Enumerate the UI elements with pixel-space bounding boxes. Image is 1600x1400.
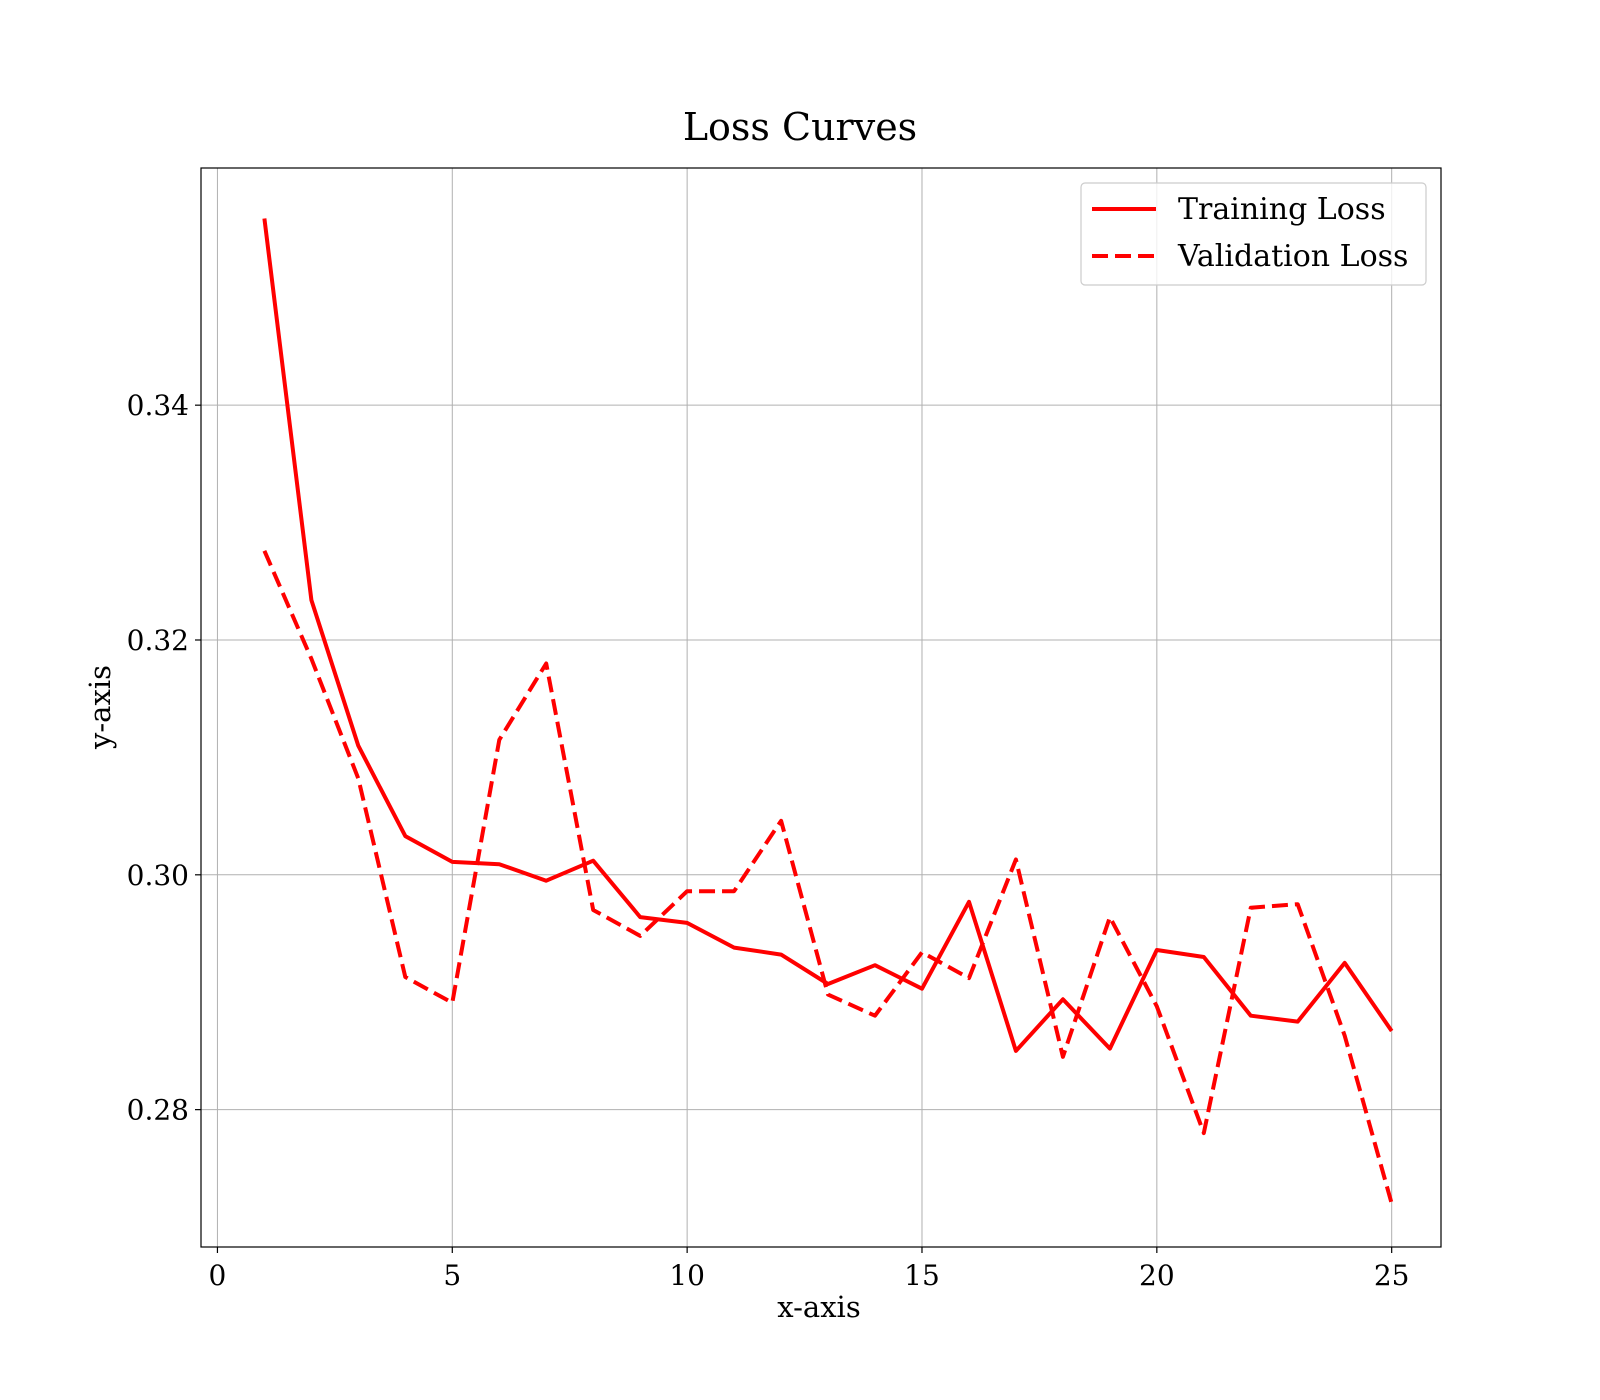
grid-layer <box>201 168 1441 1247</box>
series-line-training-loss <box>262 218 1394 1053</box>
x-tick-label: 25 <box>1374 1259 1410 1292</box>
legend-label-training-loss: Training Loss <box>1178 192 1386 227</box>
x-tick-label: 15 <box>904 1259 940 1292</box>
x-tick-label: 5 <box>443 1259 461 1292</box>
x-tick-label: 0 <box>209 1259 227 1292</box>
x-axis-title: x-axis <box>777 1290 860 1324</box>
plot-frame <box>200 167 1442 1248</box>
y-tick-label: 0.34 <box>127 389 189 422</box>
legend: Training Loss Validation Loss <box>1080 182 1427 286</box>
legend-label-validation-loss: Validation Loss <box>1177 239 1408 274</box>
y-tick-label: 0.32 <box>127 624 189 657</box>
y-tick-label: 0.30 <box>127 859 189 892</box>
y-tick-label: 0.28 <box>127 1094 189 1127</box>
tick-layer: 0 5 10 15 20 25 0.28 0.30 0.32 0.34 <box>127 389 1410 1292</box>
legend-box <box>1080 182 1427 286</box>
x-tick-label: 20 <box>1139 1259 1175 1292</box>
y-axis-title: y-axis <box>83 665 117 750</box>
series-line-validation-loss <box>262 550 1394 1205</box>
series-layer <box>262 218 1394 1205</box>
chart-title: Loss Curves <box>683 105 917 149</box>
x-tick-label: 10 <box>669 1259 705 1292</box>
